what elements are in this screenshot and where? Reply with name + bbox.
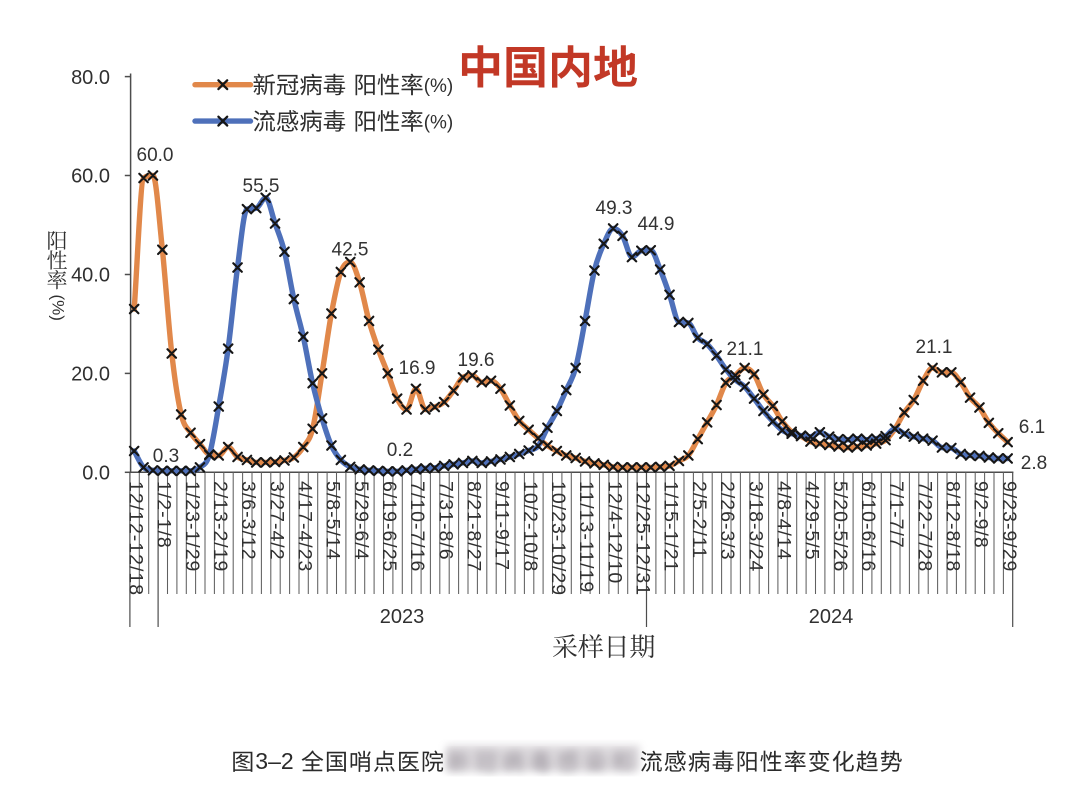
svg-text:49.3: 49.3 [596, 198, 633, 219]
svg-text:0.2: 0.2 [387, 440, 413, 461]
svg-text:10/2-10/8: 10/2-10/8 [519, 481, 541, 572]
svg-text:(%): (%) [424, 76, 454, 97]
svg-text:12/4-12/10: 12/4-12/10 [603, 481, 625, 584]
svg-text:21.1: 21.1 [916, 337, 953, 358]
svg-text:9/11-9/17: 9/11-9/17 [491, 481, 513, 571]
svg-text:12/25-12/31: 12/25-12/31 [632, 481, 654, 596]
svg-text:4/8-4/14: 4/8-4/14 [772, 481, 794, 561]
svg-text:6/19-6/25: 6/19-6/25 [378, 481, 400, 572]
svg-text:1/23-1/29: 1/23-1/29 [181, 481, 203, 572]
svg-text:6.1: 6.1 [1019, 417, 1045, 438]
svg-text:1/2-1/8: 1/2-1/8 [153, 481, 175, 549]
svg-text:2024: 2024 [809, 606, 854, 628]
svg-text:2023: 2023 [380, 606, 425, 628]
svg-text:7/31-8/6: 7/31-8/6 [434, 481, 456, 561]
svg-text:3/18-3/24: 3/18-3/24 [744, 481, 766, 572]
svg-text:7/22-7/28: 7/22-7/28 [913, 481, 935, 572]
svg-text:8/12-8/18: 8/12-8/18 [942, 481, 964, 572]
svg-text:3/27-4/2: 3/27-4/2 [265, 481, 287, 561]
svg-text:0.3: 0.3 [153, 446, 179, 467]
svg-text:80.0: 80.0 [71, 67, 110, 89]
svg-text:1/15-1/21: 1/15-1/21 [660, 481, 682, 572]
svg-text:16.9: 16.9 [399, 358, 436, 379]
svg-text:0.0: 0.0 [82, 463, 110, 485]
svg-text:(%): (%) [424, 113, 454, 134]
svg-text:9/23-9/29: 9/23-9/29 [998, 481, 1020, 572]
svg-text:5/8-5/14: 5/8-5/14 [322, 481, 344, 561]
svg-text:2.8: 2.8 [1021, 453, 1047, 474]
svg-text:7/1-7/7: 7/1-7/7 [885, 481, 907, 549]
svg-text:19.6: 19.6 [458, 350, 495, 371]
svg-text:42.5: 42.5 [332, 240, 369, 261]
svg-text:11/13-11/19: 11/13-11/19 [575, 481, 597, 593]
svg-text:21.1: 21.1 [727, 339, 764, 360]
svg-text:7/10-7/16: 7/10-7/16 [406, 481, 428, 572]
svg-text:6/10-6/16: 6/10-6/16 [857, 481, 879, 572]
svg-text:55.5: 55.5 [243, 176, 280, 197]
svg-text:9/2-9/8: 9/2-9/8 [970, 481, 992, 549]
svg-text:5/20-5/26: 5/20-5/26 [829, 481, 851, 572]
svg-text:8/21-8/27: 8/21-8/27 [463, 481, 485, 572]
svg-text:5/29-6/4: 5/29-6/4 [350, 481, 372, 561]
svg-text:2/13-2/19: 2/13-2/19 [209, 481, 231, 572]
svg-text:3/6-3/12: 3/6-3/12 [237, 481, 259, 561]
svg-text:40.0: 40.0 [71, 265, 110, 287]
svg-text:3–2: 3–2 [255, 748, 293, 774]
svg-text:12/12-12/18: 12/12-12/18 [124, 481, 146, 596]
svg-text:60.0: 60.0 [137, 145, 174, 166]
svg-text:60.0: 60.0 [71, 166, 110, 188]
svg-text:4/29-5/5: 4/29-5/5 [801, 481, 823, 561]
svg-text:(%): (%) [49, 295, 68, 321]
svg-text:2/26-3/3: 2/26-3/3 [716, 481, 738, 561]
svg-text:10/23-10/29: 10/23-10/29 [547, 481, 569, 596]
svg-text:2/5-2/11: 2/5-2/11 [688, 481, 710, 559]
svg-text:44.9: 44.9 [638, 214, 675, 235]
svg-text:4/17-4/23: 4/17-4/23 [294, 481, 316, 572]
svg-text:20.0: 20.0 [71, 364, 110, 386]
